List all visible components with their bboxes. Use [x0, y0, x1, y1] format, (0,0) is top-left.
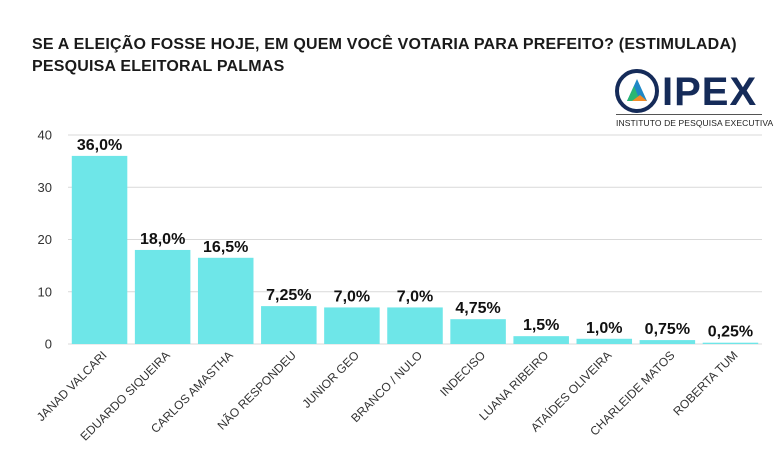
- bar-layer: [71, 155, 759, 344]
- bar: [197, 257, 254, 344]
- data-label-layer: 36,0% 18,0% 16,5% 7,25% 7,0% 7,0% 4,75% 1,5% 1,0…: [77, 137, 753, 341]
- logo-wordmark: IPEX: [662, 70, 758, 114]
- y-tick-label: 0: [45, 337, 52, 352]
- data-label: 7,25%: [266, 287, 311, 304]
- data-label: 16,5%: [203, 239, 248, 256]
- bar: [639, 340, 696, 344]
- y-axis: 0 10 20 30 40: [38, 128, 52, 352]
- y-tick-label: 10: [38, 284, 52, 299]
- bar: [513, 336, 569, 344]
- data-label: 0,75%: [645, 321, 690, 338]
- data-label: 0,25%: [708, 324, 753, 341]
- data-label: 7,0%: [334, 288, 370, 305]
- bar: [134, 249, 191, 344]
- category-label: INDECISO: [437, 348, 488, 399]
- bar: [450, 319, 506, 344]
- data-label: 18,0%: [140, 231, 185, 248]
- data-label: 1,5%: [523, 317, 559, 334]
- chart-title-line-1: SE A ELEIÇÃO FOSSE HOJE, EM QUEM VOCÊ VO…: [32, 36, 737, 53]
- ipex-logo: IPEX INSTITUTO DE PESQUISA EXECUTIVA: [612, 69, 773, 132]
- logo-subtitle: INSTITUTO DE PESQUISA EXECUTIVA: [616, 118, 774, 128]
- logo-divider: [616, 114, 762, 115]
- bar: [387, 307, 443, 344]
- bar: [71, 155, 128, 344]
- bar: [702, 342, 759, 344]
- ipex-logo-icon: [615, 69, 659, 113]
- chart-title: SE A ELEIÇÃO FOSSE HOJE, EM QUEM VOCÊ VO…: [32, 34, 737, 78]
- data-label: 4,75%: [455, 300, 500, 317]
- chart-title-line-2: PESQUISA ELEITORAL PALMAS: [32, 58, 285, 75]
- y-tick-label: 30: [38, 180, 52, 195]
- data-label: 7,0%: [397, 288, 433, 305]
- bar: [576, 338, 633, 344]
- category-label: JUNIOR GEO: [299, 348, 362, 411]
- y-tick-label: 40: [38, 128, 52, 143]
- data-label: 1,0%: [586, 320, 622, 337]
- bar: [261, 306, 317, 344]
- y-tick-label: 20: [38, 232, 52, 247]
- category-label: ROBERTA TUM: [670, 348, 740, 418]
- data-label: 36,0%: [77, 137, 122, 154]
- bar: [324, 307, 380, 344]
